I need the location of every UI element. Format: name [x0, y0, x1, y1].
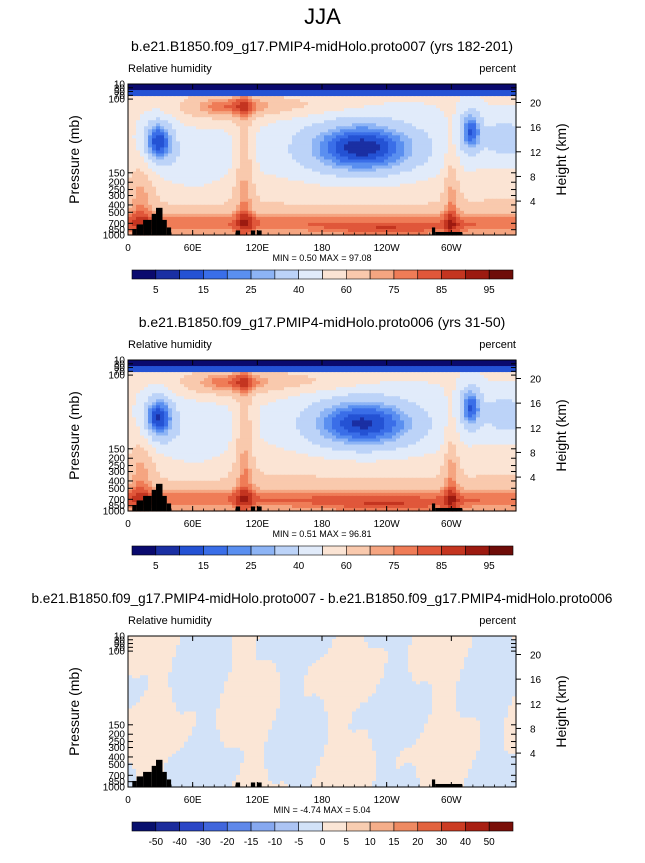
x-tick-label: 60E — [184, 243, 202, 254]
chart-title: b.e21.B1850.f09_g17.PMIP4-midHolo.proto0… — [139, 314, 506, 330]
units-label: percent — [479, 339, 516, 351]
height-tick-label: 4 — [530, 197, 536, 208]
height-tick-label: 12 — [530, 148, 542, 159]
colorbar-label: 85 — [436, 285, 448, 296]
colorbar-swatch — [156, 270, 180, 279]
topography-block — [152, 214, 156, 235]
y-tick-label: 500 — [108, 208, 125, 219]
units-label: percent — [479, 63, 516, 75]
height-axis-label: Height (km) — [553, 123, 569, 195]
colorbar-label: 75 — [388, 285, 400, 296]
x-tick-label: 0 — [125, 243, 131, 254]
y-tick-label: 100 — [108, 95, 125, 106]
topography-block — [432, 227, 435, 235]
colorbar-swatch — [418, 270, 442, 279]
topography-block — [162, 220, 166, 235]
colorbar-swatch — [394, 270, 418, 279]
colorbar-swatch — [370, 270, 394, 279]
colorbar-swatch — [275, 270, 299, 279]
min-max-stats: MIN = 0.50 MAX = 97.08 — [272, 253, 371, 263]
chart-svg: b.e21.B1850.f09_g17.PMIP4-midHolo.proto0… — [0, 36, 645, 306]
chart-svg: b.e21.B1850.f09_g17.PMIP4-midHolo.proto0… — [0, 312, 645, 582]
colorbar-label: 60 — [341, 285, 353, 296]
chart-panel-1: b.e21.B1850.f09_g17.PMIP4-midHolo.proto0… — [0, 36, 645, 306]
topography-block — [167, 227, 171, 235]
colorbar-swatch — [203, 270, 227, 279]
height-axis: 20 16 12 8 4 — [516, 98, 542, 208]
topography-block — [137, 224, 143, 235]
height-tick-label: 20 — [530, 98, 542, 109]
colorbar-swatch — [442, 270, 466, 279]
chart-panel-2: b.e21.B1850.f09_g17.PMIP4-midHolo.proto0… — [0, 312, 645, 582]
colorbar-label: 40 — [293, 285, 305, 296]
variable-label: Relative humidity — [128, 339, 212, 351]
topography-block — [236, 230, 240, 235]
topography-block — [156, 208, 162, 235]
colorbar-label: 15 — [198, 285, 210, 296]
x-tick-label: 120E — [246, 243, 270, 254]
colorbar-swatch — [227, 270, 251, 279]
y-axis-label: Pressure (mb) — [66, 115, 82, 204]
colorbar-label: 5 — [153, 285, 159, 296]
height-tick-label: 16 — [530, 123, 542, 134]
colorbar-swatch — [323, 270, 347, 279]
topography-block — [251, 230, 255, 235]
colorbar-label: 25 — [246, 285, 258, 296]
page-title: JJA — [0, 4, 645, 30]
x-tick-label: 60W — [441, 243, 462, 254]
colorbar-swatch — [180, 270, 204, 279]
y-tick-label: 1000 — [103, 231, 126, 242]
variable-label: Relative humidity — [128, 63, 212, 75]
colorbar-swatch — [489, 270, 513, 279]
colorbar-swatch — [299, 270, 323, 279]
colorbar-swatch — [132, 270, 156, 279]
x-tick-label: 120W — [374, 243, 401, 254]
contour-field — [128, 360, 517, 512]
chart-title: b.e21.B1850.f09_g17.PMIP4-midHolo.proto0… — [131, 38, 513, 54]
height-tick-label: 8 — [530, 172, 536, 183]
topography-block — [143, 220, 152, 235]
contour-field — [128, 84, 517, 236]
colorbar-label: 95 — [484, 285, 496, 296]
colorbar: 5 15 25 40 60 75 85 95 — [132, 270, 513, 296]
colorbar-swatch — [346, 270, 370, 279]
colorbar-swatch — [251, 270, 275, 279]
topography-block — [257, 230, 261, 235]
colorbar-swatch — [465, 270, 489, 279]
